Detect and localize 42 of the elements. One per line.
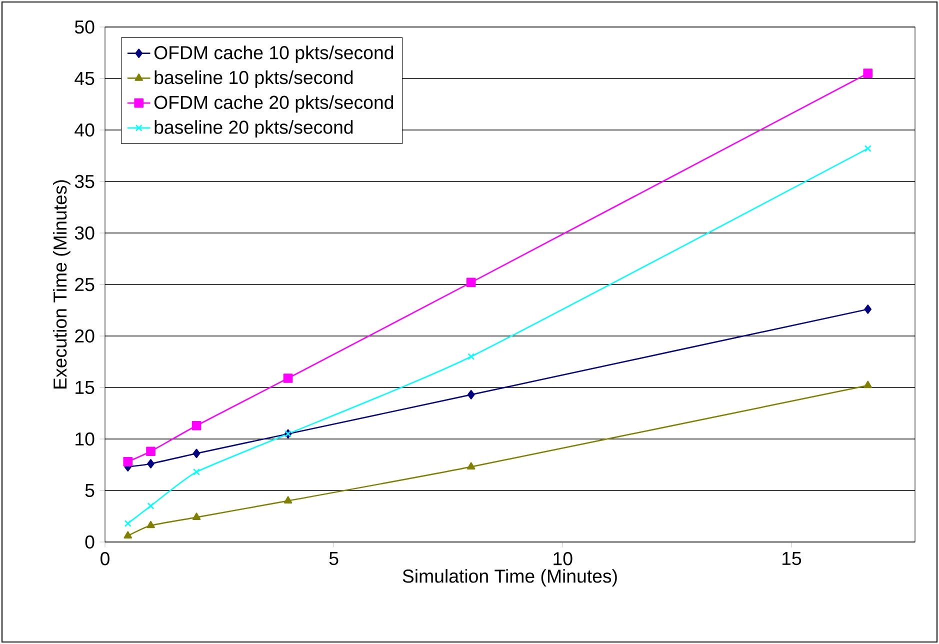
legend-label: OFDM cache 20 pkts/second — [154, 95, 394, 113]
point — [283, 374, 293, 383]
y-tick-label: 50 — [74, 20, 94, 34]
point — [147, 459, 154, 468]
legend-label: OFDM cache 10 pkts/second — [154, 46, 394, 63]
legend-label: baseline 10 pkts/second — [154, 70, 353, 88]
y-tick-label: 15 — [76, 380, 94, 394]
y-tick-label: 25 — [75, 278, 94, 292]
point — [147, 502, 154, 510]
point — [123, 456, 133, 466]
point — [284, 496, 292, 504]
point — [124, 520, 132, 527]
point — [864, 304, 872, 314]
y-tick-label: 0 — [85, 535, 94, 549]
point — [864, 380, 872, 388]
y-tick-label: 35 — [74, 174, 94, 188]
legend-label: baseline 20 pkts/second — [154, 120, 353, 138]
point — [146, 446, 156, 456]
point — [193, 468, 200, 476]
point — [146, 520, 155, 528]
y-tick-label: 10 — [76, 432, 94, 446]
y-tick-label: 30 — [74, 226, 94, 240]
point — [467, 390, 475, 400]
y-tick-label: 20 — [75, 329, 94, 343]
x-tick-label: 5 — [329, 552, 338, 566]
x-tick-label: 15 — [782, 552, 802, 566]
y-axis-title: Execution Time (Minutes) — [52, 180, 70, 388]
point — [864, 145, 872, 152]
y-tick-label: 5 — [85, 484, 94, 498]
y-tick-label: 45 — [74, 72, 94, 86]
point — [466, 278, 476, 288]
point — [466, 462, 476, 470]
x-axis-title: Simulation Time (Minutes) — [402, 569, 617, 586]
y-tick-label: 40 — [74, 123, 94, 137]
x-tick-label: 0 — [100, 552, 110, 566]
point — [124, 531, 132, 538]
point — [863, 68, 873, 78]
point — [192, 448, 200, 458]
point — [468, 353, 475, 360]
point — [192, 512, 201, 520]
point — [192, 420, 202, 430]
x-tick-label: 10 — [554, 552, 572, 566]
